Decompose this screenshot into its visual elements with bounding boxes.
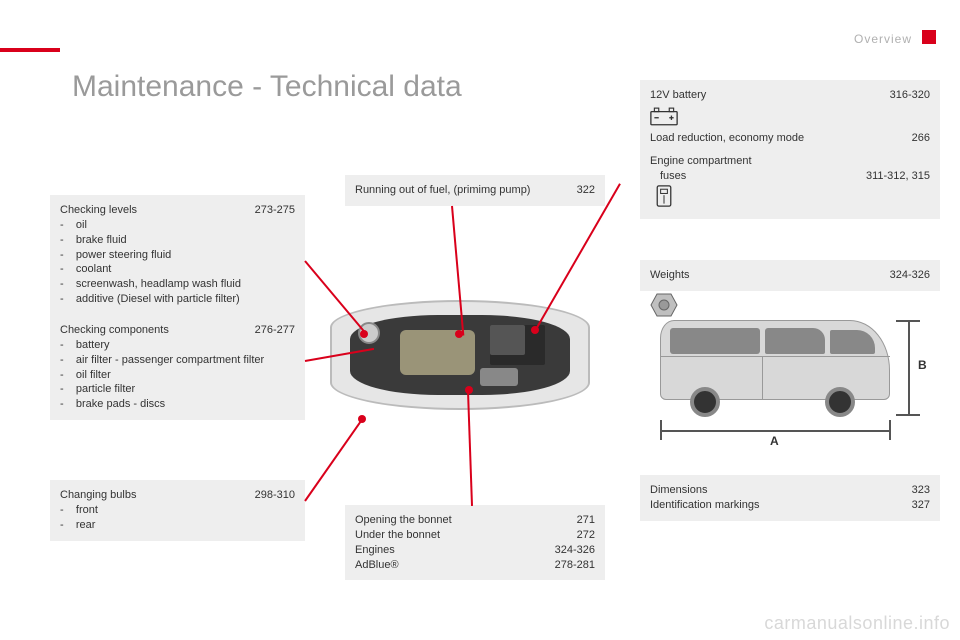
dim-b-label: B (918, 358, 927, 372)
dim-a-label: A (770, 434, 779, 448)
fuel-label: Running out of fuel, (primimg pump) (355, 183, 530, 198)
weights-label: Weights (650, 268, 690, 283)
box-bonnet: Opening the bonnet 271 Under the bonnet 27… (345, 505, 605, 580)
bonnet-label: AdBlue® (355, 558, 399, 573)
fuse-page: 311-312, 315 (866, 169, 930, 184)
list-item: coolant (60, 262, 295, 277)
callout-dot (465, 386, 473, 394)
fuse-icon (650, 185, 678, 207)
bonnet-page: 324-326 (555, 543, 595, 558)
box-bulbs: Changing bulbs 298-310 front rear (50, 480, 305, 541)
bonnet-label: Engines (355, 543, 395, 558)
page-title: Maintenance - Technical data (72, 70, 462, 104)
bonnet-label: Opening the bonnet (355, 513, 452, 528)
list-item: brake fluid (60, 233, 295, 248)
battery-icon (650, 105, 678, 127)
list-item: air filter - passenger compartment filte… (60, 353, 295, 368)
box-components: Checking components 276-277 battery air … (50, 315, 305, 420)
dim-label: Identification markings (650, 498, 759, 513)
bulbs-list: front rear (60, 503, 295, 533)
components-page: 276-277 (255, 323, 295, 338)
levels-heading: Checking levels (60, 203, 137, 218)
fuse-label-1: Engine compartment (650, 154, 752, 169)
watermark: carmanualsonline.info (764, 613, 950, 634)
components-list: battery air filter - passenger compartme… (60, 338, 295, 412)
bulbs-heading: Changing bulbs (60, 488, 136, 503)
list-item: oil (60, 218, 295, 233)
load-label: Load reduction, economy mode (650, 131, 804, 146)
list-item: brake pads - discs (60, 397, 295, 412)
list-item: oil filter (60, 368, 295, 383)
list-item: front (60, 503, 295, 518)
callout-dot (531, 326, 539, 334)
battery-label: 12V battery (650, 88, 706, 103)
bonnet-label: Under the bonnet (355, 528, 440, 543)
bonnet-page: 272 (577, 528, 595, 543)
bonnet-page: 271 (577, 513, 595, 528)
levels-page: 273-275 (255, 203, 295, 218)
dim-page: 327 (912, 498, 930, 513)
accent-bar (0, 48, 60, 52)
list-item: additive (Diesel with particle filter) (60, 292, 295, 307)
list-item: power steering fluid (60, 248, 295, 263)
box-battery: 12V battery 316-320 Load reduction, econo… (640, 80, 940, 219)
box-levels: Checking levels 273-275 oil brake fluid … (50, 195, 305, 315)
levels-list: oil brake fluid power steering fluid coo… (60, 218, 295, 307)
callout-line (304, 419, 363, 502)
list-item: screenwash, headlamp wash fluid (60, 277, 295, 292)
fuel-page: 322 (577, 183, 595, 198)
dim-page: 323 (912, 483, 930, 498)
box-weights: Weights 324-326 (640, 260, 940, 291)
header-accent-square (922, 30, 936, 44)
dim-label: Dimensions (650, 483, 707, 498)
components-heading: Checking components (60, 323, 169, 338)
callout-dot (455, 330, 463, 338)
load-page: 266 (912, 131, 930, 146)
weights-page: 324-326 (890, 268, 930, 283)
fuse-label-2: fuses (650, 169, 686, 184)
list-item: battery (60, 338, 295, 353)
callout-dot (358, 415, 366, 423)
box-fuel: Running out of fuel, (primimg pump) 322 (345, 175, 605, 206)
bonnet-page: 278-281 (555, 558, 595, 573)
bulbs-page: 298-310 (255, 488, 295, 503)
battery-page: 316-320 (890, 88, 930, 103)
box-dimensions: Dimensions 323 Identification markings 327 (640, 475, 940, 521)
callout-dot (360, 330, 368, 338)
section-label: Overview (854, 32, 912, 46)
list-item: rear (60, 518, 295, 533)
van-illustration: B A (650, 300, 940, 450)
list-item: particle filter (60, 382, 295, 397)
